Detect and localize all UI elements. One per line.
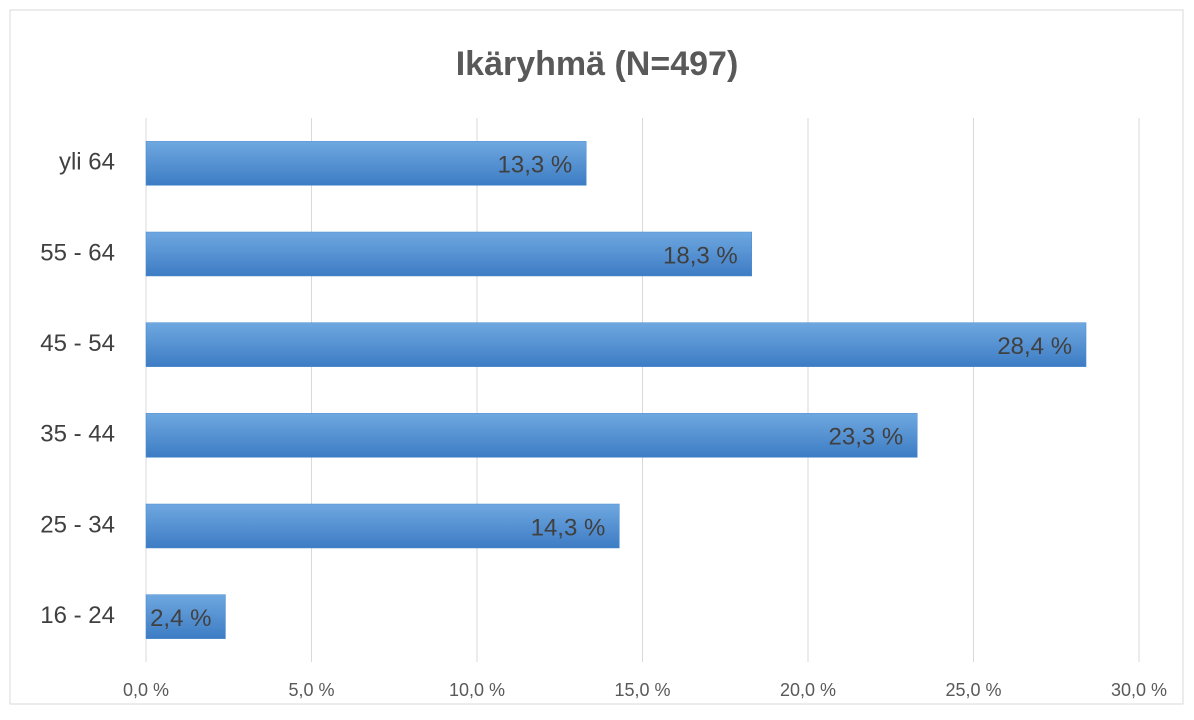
bar	[145, 503, 620, 549]
x-tick-label: 10,0 %	[449, 680, 505, 700]
x-tick-label: 15,0 %	[614, 680, 670, 700]
x-tick-label: 0,0 %	[123, 680, 169, 700]
y-tick-label: 35 - 44	[40, 421, 115, 448]
y-tick-label: 45 - 54	[40, 330, 115, 357]
data-label: 2,4 %	[150, 605, 211, 632]
data-label: 28,4 %	[997, 333, 1072, 360]
y-tick-label: yli 64	[59, 149, 115, 176]
data-label: 23,3 %	[829, 424, 904, 451]
chart-title: Ikäryhmä (N=497)	[456, 45, 739, 83]
data-label: 18,3 %	[663, 242, 738, 269]
data-label: 14,3 %	[531, 514, 606, 541]
bar	[145, 413, 918, 458]
x-tick-label: 25,0 %	[945, 680, 1001, 700]
x-tick-label: 30,0 %	[1111, 680, 1167, 700]
bar	[145, 322, 1087, 367]
bar	[145, 594, 226, 639]
bar	[145, 231, 752, 277]
data-label: 13,3 %	[498, 152, 573, 179]
y-tick-label: 55 - 64	[40, 239, 115, 266]
bar	[145, 141, 587, 186]
x-tick-label: 5,0 %	[288, 680, 334, 700]
x-tick-label: 20,0 %	[780, 680, 836, 700]
y-tick-label: 25 - 34	[40, 511, 115, 538]
y-tick-label: 16 - 24	[40, 602, 115, 629]
